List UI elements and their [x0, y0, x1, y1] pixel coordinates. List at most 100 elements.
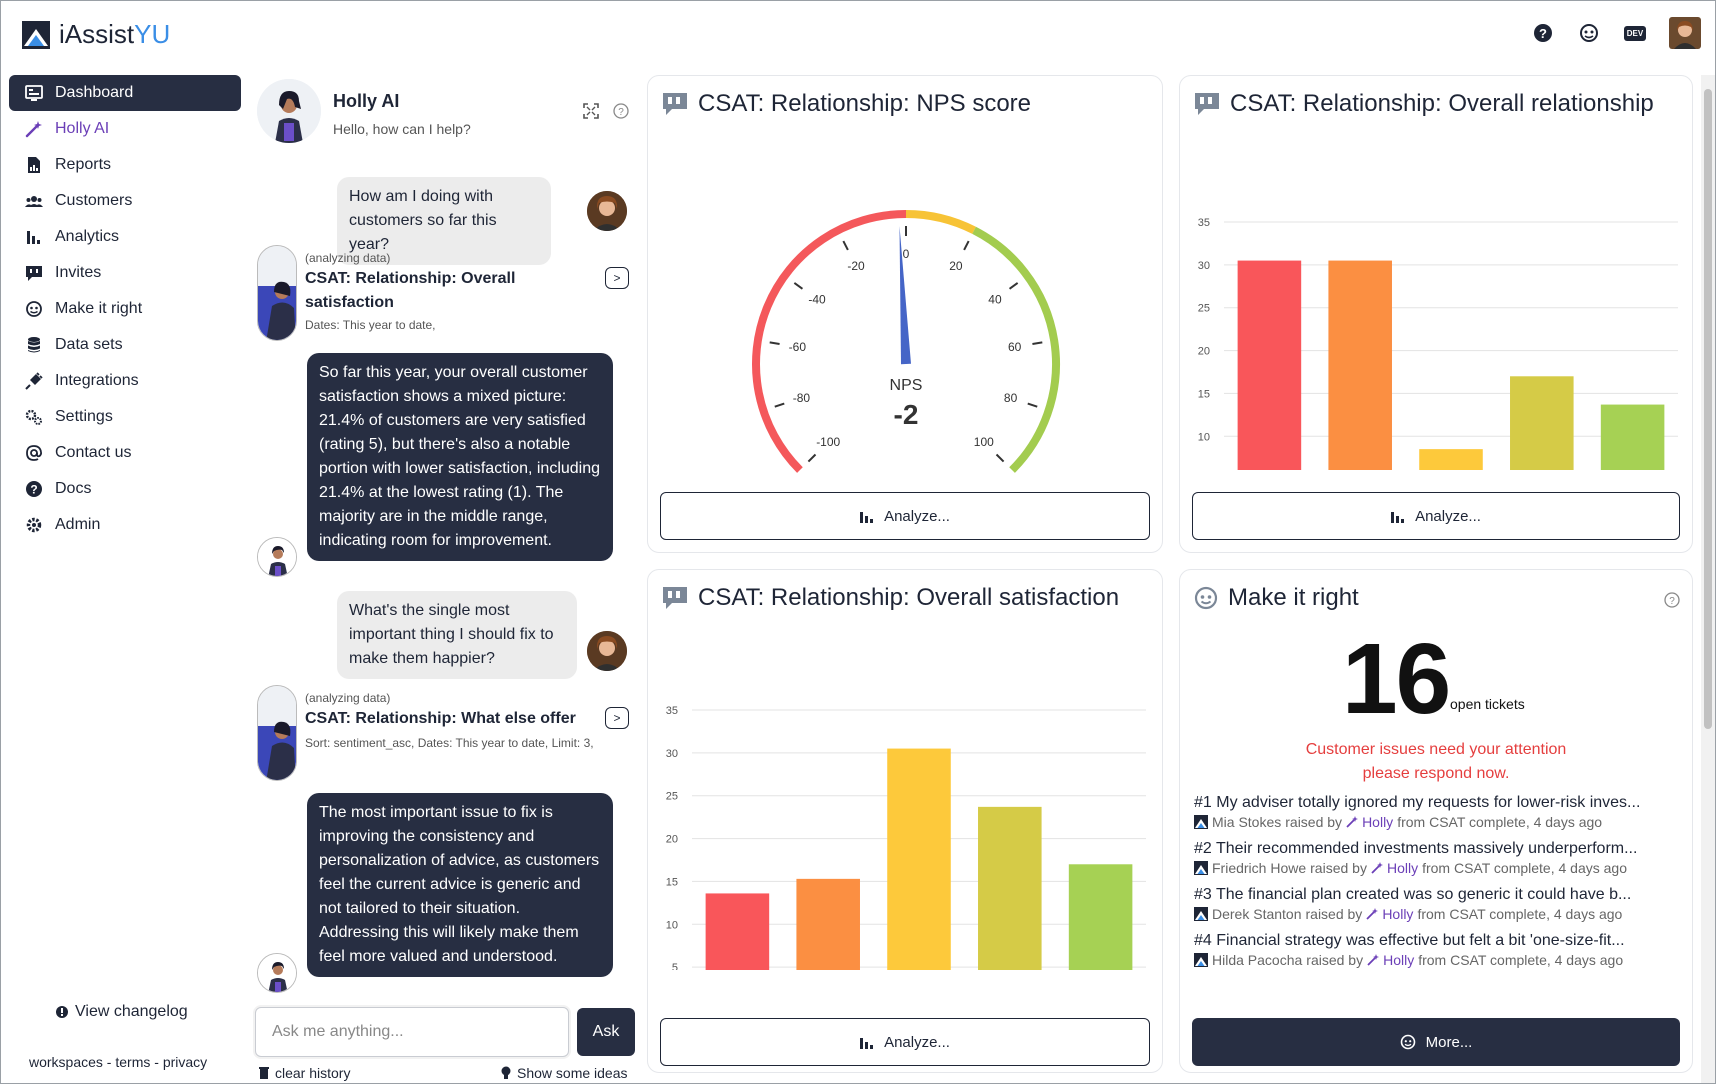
ticket-item[interactable]: #2 Their recommended investments massive…: [1194, 840, 1664, 876]
bar: [887, 748, 951, 970]
ticket-item[interactable]: #4 Financial strategy was effective but …: [1194, 932, 1664, 968]
dev-mode-toggle[interactable]: DEV: [1623, 21, 1647, 45]
make-it-right-card: Make it right ? 16 open tickets Customer…: [1179, 569, 1693, 1073]
scrollbar-thumb[interactable]: [1704, 89, 1712, 729]
help-circle-icon[interactable]: ?: [1664, 592, 1680, 608]
gear-icon: [26, 517, 42, 533]
sidebar-item-label: Contact us: [55, 444, 132, 461]
nps-card: CSAT: Relationship: NPS score -100 -80 -60…: [647, 75, 1163, 553]
clear-history-link[interactable]: clear history: [259, 1065, 350, 1081]
analyze-button[interactable]: Analyze...: [660, 1018, 1150, 1066]
holly-name: Holly AI: [333, 91, 400, 111]
quote-icon: [663, 587, 687, 609]
page-scrollbar[interactable]: [1701, 75, 1715, 1083]
y-tick-label: 30: [1198, 260, 1210, 272]
gauge-tick-label: -100: [816, 435, 840, 449]
sidebar-item-admin[interactable]: Admin: [9, 507, 241, 543]
sidebar-item-invites[interactable]: Invites: [9, 255, 241, 291]
sidebar-item-integrations[interactable]: Integrations: [9, 363, 241, 399]
terms-link[interactable]: terms: [115, 1054, 151, 1070]
ticket-meta: Friedrich Howe raised by Holly from CSAT…: [1194, 860, 1664, 876]
face-icon: [1194, 586, 1218, 610]
card-title: Make it right: [1194, 584, 1359, 612]
bar: [796, 878, 860, 970]
ticket-title: #4 Financial strategy was effective but …: [1194, 932, 1625, 949]
more-button[interactable]: More...: [1192, 1018, 1680, 1066]
overall-satisfaction-chart: 0510152025303512345: [666, 705, 1146, 970]
gauge-band: [752, 210, 907, 473]
ticket-meta: Hilda Pacocha raised by Holly from CSAT …: [1194, 952, 1664, 968]
y-tick-label: 15: [666, 876, 678, 888]
footer-separator: -: [150, 1054, 163, 1070]
sidebar-item-reports[interactable]: Reports: [9, 147, 241, 183]
y-tick-label: 15: [1198, 388, 1210, 400]
sidebar-item-label: Analytics: [55, 228, 120, 245]
app-logo[interactable]: iAssistYU: [21, 19, 170, 50]
gauge-tick-label: 100: [974, 435, 994, 449]
sidebar-item-holly-ai[interactable]: Holly AI: [9, 111, 241, 147]
sidebar-item-docs[interactable]: ? Docs: [9, 471, 241, 507]
workspaces-link[interactable]: workspaces: [29, 1054, 103, 1070]
open-analysis-button[interactable]: >: [605, 707, 629, 729]
overall-satisfaction-card: CSAT: Relationship: Overall satisfaction…: [647, 569, 1163, 1073]
gauge-tick: [1032, 341, 1043, 345]
holly-avatar-small: [257, 537, 297, 577]
y-tick-label: 10: [666, 919, 678, 931]
holly-link[interactable]: Holly: [1386, 860, 1419, 876]
gauge-tick: [793, 282, 804, 290]
ticket-title: #2 Their recommended investments massive…: [1194, 840, 1638, 857]
ticket-item[interactable]: #1 My adviser totally ignored my request…: [1194, 794, 1664, 830]
trash-icon: [259, 1067, 269, 1079]
privacy-link[interactable]: privacy: [162, 1054, 208, 1070]
face-icon[interactable]: [1577, 21, 1601, 45]
gauge-tick: [774, 402, 785, 408]
database-icon: [28, 337, 40, 353]
y-tick-label: 20: [1198, 346, 1210, 358]
lightbulb-icon: [501, 1066, 511, 1079]
bar: [1237, 260, 1302, 470]
user-avatar: [587, 191, 627, 231]
help-circle-icon[interactable]: ?: [613, 103, 629, 119]
holly-link[interactable]: Holly: [1382, 906, 1414, 922]
sidebar-item-label: Settings: [55, 408, 113, 425]
sidebar-item-contact-us[interactable]: Contact us: [9, 435, 241, 471]
open-analysis-button[interactable]: >: [605, 267, 629, 289]
view-changelog-link[interactable]: View changelog: [55, 1003, 188, 1021]
y-tick-label: 35: [1198, 217, 1210, 229]
analysis-title: CSAT: Relationship: Overall satisfaction: [305, 270, 516, 311]
sidebar-item-customers[interactable]: Customers: [9, 183, 241, 219]
y-tick-label: 30: [666, 748, 678, 760]
gauge-tick-label: -40: [808, 292, 826, 306]
sidebar-item-dashboard[interactable]: Dashboard: [9, 75, 241, 111]
gauge-tick-label: -60: [789, 340, 807, 354]
changelog-label: View changelog: [75, 1003, 188, 1020]
chat-input[interactable]: Ask me anything...: [255, 1007, 569, 1057]
user-message: What's the single most important thing I…: [337, 591, 577, 679]
user-avatar[interactable]: [1669, 17, 1701, 49]
ticket-item[interactable]: #3 The financial plan created was so gen…: [1194, 886, 1664, 922]
gauge-tick-label: 80: [1004, 391, 1018, 405]
sidebar-item-analytics[interactable]: Analytics: [9, 219, 241, 255]
holly-link[interactable]: Holly: [1383, 952, 1415, 968]
holly-link[interactable]: Holly: [1362, 814, 1394, 830]
logo-mark-icon: [1194, 907, 1208, 921]
ask-button[interactable]: Ask: [577, 1008, 635, 1056]
gauge-needle: [899, 226, 911, 365]
analyze-button[interactable]: Analyze...: [1192, 492, 1680, 540]
attention-alert: Customer issues need your attention plea…: [1305, 741, 1567, 782]
show-ideas-link[interactable]: Show some ideas: [501, 1065, 628, 1081]
sidebar-item-data-sets[interactable]: Data sets: [9, 327, 241, 363]
chat-header: Holly AI Hello, how can I help? ?: [257, 79, 637, 149]
sidebar-item-make-it-right[interactable]: Make it right: [9, 291, 241, 327]
chevron-right-icon: >: [613, 711, 621, 725]
magic-wand-icon: [1346, 816, 1359, 828]
sidebar-nav: Dashboard Holly AI Reports Customers Ana…: [9, 75, 241, 543]
help-icon[interactable]: ?: [1531, 21, 1555, 45]
sidebar-item-label: Holly AI: [55, 120, 110, 137]
report-icon: [28, 157, 40, 173]
expand-icon[interactable]: [583, 103, 599, 119]
analyze-button[interactable]: Analyze...: [660, 492, 1150, 540]
holly-thumbnail: [257, 245, 297, 341]
invite-icon: [26, 266, 42, 281]
sidebar-item-settings[interactable]: Settings: [9, 399, 241, 435]
